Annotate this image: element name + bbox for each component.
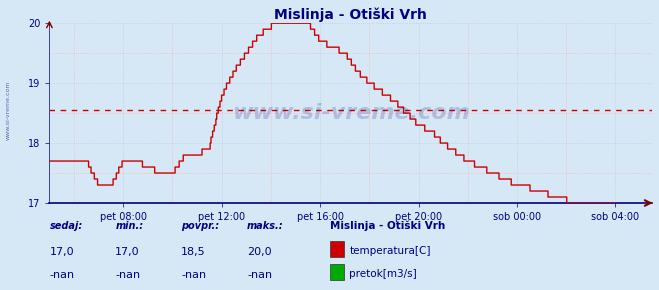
Text: 18,5: 18,5 bbox=[181, 247, 206, 257]
Text: -nan: -nan bbox=[181, 270, 206, 280]
Text: 20,0: 20,0 bbox=[247, 247, 272, 257]
Text: sedaj:: sedaj: bbox=[49, 221, 82, 231]
Text: www.si-vreme.com: www.si-vreme.com bbox=[5, 80, 11, 140]
Text: -nan: -nan bbox=[115, 270, 140, 280]
Text: 17,0: 17,0 bbox=[49, 247, 74, 257]
Text: maks.:: maks.: bbox=[247, 221, 284, 231]
Text: temperatura[C]: temperatura[C] bbox=[349, 246, 431, 256]
Text: min.:: min.: bbox=[115, 221, 144, 231]
Text: -nan: -nan bbox=[49, 270, 74, 280]
Text: www.si-vreme.com: www.si-vreme.com bbox=[232, 103, 470, 123]
Text: pretok[m3/s]: pretok[m3/s] bbox=[349, 269, 417, 279]
Text: -nan: -nan bbox=[247, 270, 272, 280]
Text: 17,0: 17,0 bbox=[115, 247, 140, 257]
Text: povpr.:: povpr.: bbox=[181, 221, 219, 231]
Text: Mislinja - Otiški Vrh: Mislinja - Otiški Vrh bbox=[330, 221, 445, 231]
Title: Mislinja - Otiški Vrh: Mislinja - Otiški Vrh bbox=[275, 8, 427, 22]
